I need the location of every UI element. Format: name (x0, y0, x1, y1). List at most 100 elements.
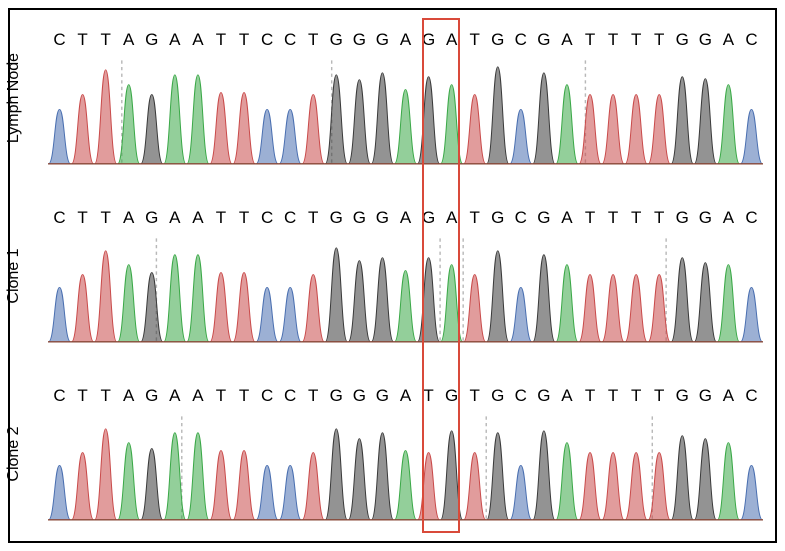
base-letter: G (445, 386, 458, 406)
peak (233, 273, 255, 342)
peak (487, 433, 509, 520)
base-letter: T (216, 208, 226, 228)
chromatogram-row: Clone 2CTTAGAATTCCTGGGATGTGCGATTTTGGAC (48, 376, 763, 531)
chromatogram-svg (48, 412, 763, 522)
base-letter: T (239, 208, 249, 228)
base-letter: G (699, 386, 712, 406)
base-letter: G (699, 30, 712, 50)
peak (648, 95, 670, 164)
peak (164, 75, 186, 164)
peak (717, 443, 739, 520)
peak (187, 255, 209, 342)
base-letter: C (53, 208, 65, 228)
base-letter: G (491, 30, 504, 50)
base-letter: G (376, 386, 389, 406)
base-letter: T (308, 386, 318, 406)
base-letter: A (723, 30, 734, 50)
peak (417, 258, 439, 342)
peak (141, 449, 163, 520)
base-letter: G (537, 30, 550, 50)
peak (302, 452, 324, 519)
peak (141, 95, 163, 164)
peak (487, 251, 509, 342)
peak (441, 431, 463, 520)
peak (325, 75, 347, 164)
peak (602, 274, 624, 341)
base-letter: T (216, 386, 226, 406)
peak (371, 258, 393, 342)
base-letter: T (216, 30, 226, 50)
peak (625, 274, 647, 341)
peak (740, 109, 762, 163)
base-letter: G (145, 208, 158, 228)
base-letter: A (192, 208, 203, 228)
base-letter: G (376, 208, 389, 228)
peak (72, 95, 94, 164)
base-letter: C (515, 386, 527, 406)
peak (464, 95, 486, 164)
base-letter: G (353, 208, 366, 228)
base-letter: C (745, 386, 757, 406)
base-letter: A (400, 208, 411, 228)
base-letter: T (469, 386, 479, 406)
base-letter: A (169, 208, 180, 228)
peak (533, 73, 555, 164)
peak (694, 263, 716, 342)
peak (279, 465, 301, 519)
base-letter: A (123, 208, 134, 228)
chromatogram-row: Lymph NodeCTTAGAATTCCTGGGAGATGCGATTTTGGA… (48, 20, 763, 175)
peak (348, 80, 370, 164)
base-letter: C (745, 208, 757, 228)
peak (95, 70, 117, 164)
base-letter: T (585, 386, 595, 406)
peak (579, 95, 601, 164)
base-letter: G (699, 208, 712, 228)
peak (371, 433, 393, 520)
base-letter: T (469, 30, 479, 50)
base-letter: G (422, 208, 435, 228)
peak (464, 274, 486, 341)
peak (233, 451, 255, 520)
base-letter: C (261, 30, 273, 50)
base-letter: C (53, 30, 65, 50)
peak (740, 465, 762, 519)
base-letter: A (192, 30, 203, 50)
base-letter: A (723, 208, 734, 228)
peak (394, 271, 416, 342)
base-letter: C (515, 208, 527, 228)
peak (671, 77, 693, 164)
base-letter: C (261, 208, 273, 228)
peak (441, 265, 463, 342)
peak (279, 109, 301, 163)
peak (394, 451, 416, 520)
peak (671, 258, 693, 342)
base-letter: C (53, 386, 65, 406)
peak (95, 429, 117, 520)
base-letter: T (100, 208, 110, 228)
row-label: Clone 2 (5, 426, 23, 481)
peak (417, 77, 439, 164)
base-letter: T (631, 386, 641, 406)
peak (118, 443, 140, 520)
base-letter: T (77, 386, 87, 406)
peak (417, 452, 439, 519)
base-letter: A (123, 30, 134, 50)
peak (533, 255, 555, 342)
peak (164, 255, 186, 342)
base-letter: T (608, 30, 618, 50)
peak (187, 75, 209, 164)
base-letter: A (561, 30, 572, 50)
base-letter: G (422, 30, 435, 50)
peak (210, 273, 232, 342)
chromatogram-svg (48, 234, 763, 344)
base-letter: T (77, 30, 87, 50)
peak (256, 109, 278, 163)
base-letter: C (261, 386, 273, 406)
peak (717, 85, 739, 164)
peak (48, 109, 70, 163)
peak (302, 95, 324, 164)
base-letter: T (608, 386, 618, 406)
base-letter: A (400, 30, 411, 50)
base-letter: T (308, 30, 318, 50)
peak (694, 79, 716, 164)
